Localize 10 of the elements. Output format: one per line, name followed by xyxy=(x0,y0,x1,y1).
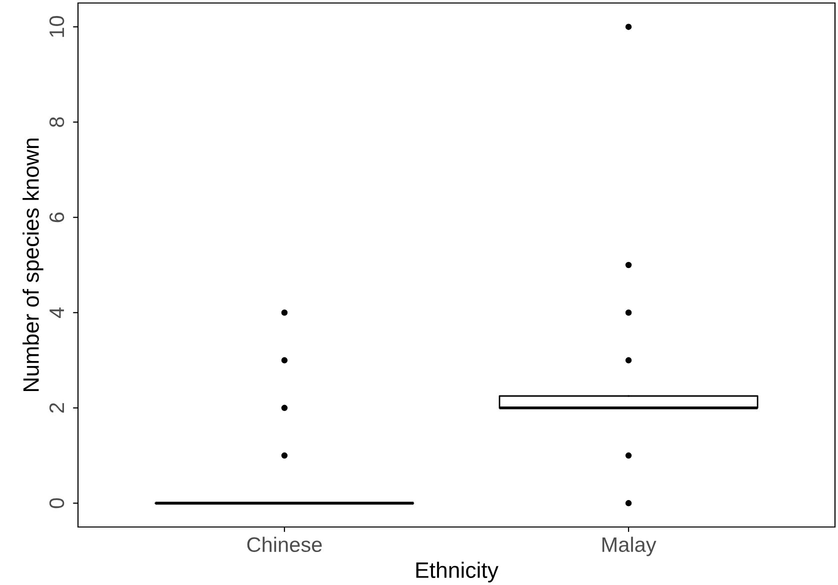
y-tick-label: 0 xyxy=(49,498,64,508)
x-tick-label: Malay xyxy=(602,536,656,556)
x-axis-title: Ethnicity xyxy=(416,562,498,582)
y-tick-label: 2 xyxy=(49,403,64,413)
y-tick-label: 6 xyxy=(49,212,64,222)
x-tick-label: Chinese xyxy=(247,536,322,552)
y-tick-label: 10 xyxy=(49,16,64,37)
y-axis-title: Number of species known xyxy=(22,138,44,392)
y-tick-label: 8 xyxy=(49,117,64,127)
y-tick-label: 4 xyxy=(50,307,64,318)
